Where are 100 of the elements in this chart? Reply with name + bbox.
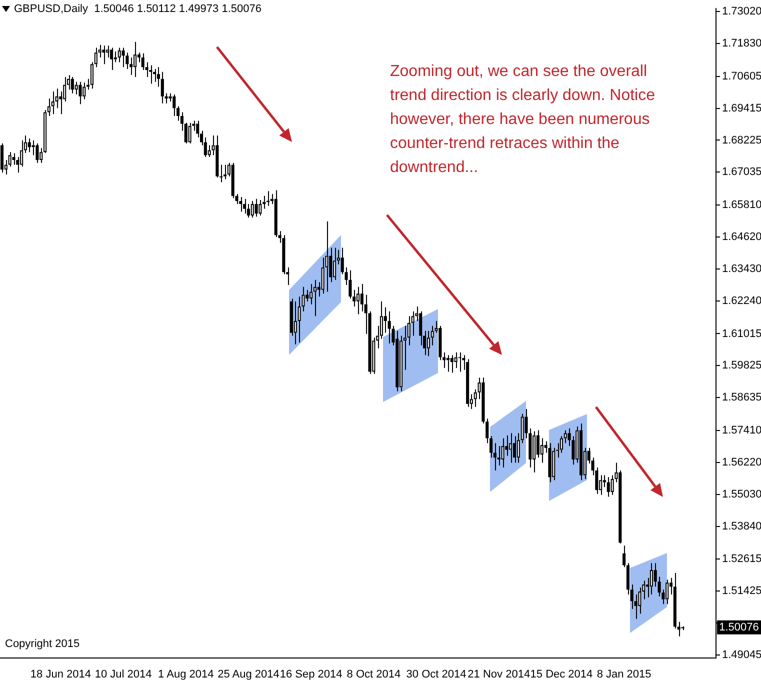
y-tick-label: 1.61015 (722, 328, 761, 340)
candlestick (599, 474, 602, 496)
y-tick-label: 1.51425 (722, 585, 761, 598)
candlestick (564, 430, 567, 444)
candlestick (356, 286, 360, 315)
x-tick-label: 30 Oct 2014 (406, 668, 466, 680)
candlestick (153, 68, 156, 82)
candlestick (208, 144, 211, 158)
candlestick (36, 142, 39, 164)
x-tick-label: 8 Oct 2014 (346, 668, 401, 680)
candlestick (548, 442, 552, 483)
candlestick (172, 94, 176, 116)
candlestick (74, 81, 78, 95)
candlestick (458, 352, 462, 372)
x-tick-label: 1 Aug 2014 (158, 668, 214, 680)
y-tick-label: 1.55030 (722, 488, 761, 500)
y-tick-label: 1.65810 (722, 199, 761, 212)
candlestick (450, 354, 454, 374)
y-tick-label: 1.58635 (722, 392, 761, 404)
candlestick (321, 257, 324, 294)
candlestick (133, 41, 137, 78)
y-tick-label: 1.52615 (722, 553, 761, 566)
candlestick (509, 432, 512, 464)
candlestick (28, 138, 31, 153)
candlestick (110, 47, 114, 71)
candlestick (160, 71, 164, 104)
candlestick (137, 52, 140, 63)
x-tick-label: 25 Aug 2014 (218, 668, 280, 680)
y-tick-label: 1.59825 (722, 360, 761, 372)
y-tick-label: 1.64620 (722, 231, 761, 244)
candlestick (82, 82, 86, 100)
candlestick (426, 330, 430, 357)
x-tick-label: 15 Dec 2014 (530, 668, 593, 680)
candlestick (400, 335, 403, 392)
x-tick-label: 21 Nov 2014 (468, 668, 530, 680)
candlestick (348, 270, 352, 299)
x-tick-label: 8 Jan 2015 (596, 668, 652, 680)
y-tick-label: 1.62240 (722, 294, 761, 307)
candlestick (360, 283, 364, 312)
y-tick-label: 1.71830 (722, 38, 761, 50)
chart-title: GBPUSD,Daily 1.50046 1.50112 1.49973 1.50076 (14, 3, 262, 15)
candlestick (250, 200, 254, 218)
candlestick (650, 562, 653, 595)
y-tick-label: 1.53840 (722, 520, 761, 532)
annotation: Zooming out, we can see the overall trend direction is clearly down. Notice however, there have been numerous counter-trend retraces within the downtrend... (390, 62, 656, 178)
annotation: Copyright 2015 (5, 638, 80, 650)
candlestick (102, 45, 106, 65)
candlestick (602, 474, 606, 488)
candlestick (520, 413, 524, 444)
candlestick (310, 283, 313, 305)
x-tick-label: 18 Jun 2014 (30, 668, 91, 680)
candlestick (246, 203, 250, 218)
candlestick (505, 434, 508, 456)
y-tick-label: 1.67035 (722, 166, 761, 178)
candlestick (419, 310, 422, 346)
candlestick (512, 436, 516, 464)
y-tick-label: 1.49045 (722, 649, 761, 662)
candlestick (188, 122, 192, 144)
candlestick (254, 198, 258, 218)
candlestick (532, 430, 536, 473)
candlestick (122, 47, 125, 68)
candlestick (384, 306, 387, 334)
candlestick (118, 47, 121, 63)
candlestick (430, 325, 434, 346)
candlestick (70, 76, 74, 94)
candlestick (610, 474, 614, 496)
candlestick (540, 438, 544, 464)
candlestick (130, 56, 133, 76)
candlestick (32, 140, 35, 156)
candlestick (114, 51, 117, 63)
candlestick (446, 354, 450, 372)
candlestick (666, 579, 669, 605)
candlestick (333, 247, 336, 280)
candlestick (106, 45, 110, 58)
candlestick (552, 447, 556, 481)
candlestick (243, 198, 246, 214)
candlestick (141, 52, 144, 71)
candlestick (12, 152, 16, 166)
candlestick (606, 476, 610, 498)
candlestick (536, 430, 540, 458)
candlestick (325, 220, 328, 292)
x-tick-label: 16 Sep 2014 (280, 668, 342, 680)
candlestick (78, 81, 82, 105)
candlestick (239, 196, 242, 212)
candlestick (294, 300, 297, 345)
candlestick (258, 199, 262, 216)
candlestick (51, 91, 54, 115)
candlestick (149, 64, 152, 84)
candlestick (223, 164, 227, 180)
y-tick-label: 1.70605 (722, 70, 761, 82)
candlestick (164, 92, 168, 104)
candlestick (156, 66, 160, 88)
candlestick (313, 279, 317, 317)
candlestick (474, 388, 477, 408)
y-tick-label: 1.63430 (722, 262, 761, 275)
candlestick (298, 296, 301, 343)
y-tick-label: 1.57410 (722, 424, 761, 437)
y-tick-label: 1.73020 (722, 6, 761, 18)
y-tick-label: 1.68225 (722, 134, 761, 146)
candlestick (340, 247, 344, 275)
